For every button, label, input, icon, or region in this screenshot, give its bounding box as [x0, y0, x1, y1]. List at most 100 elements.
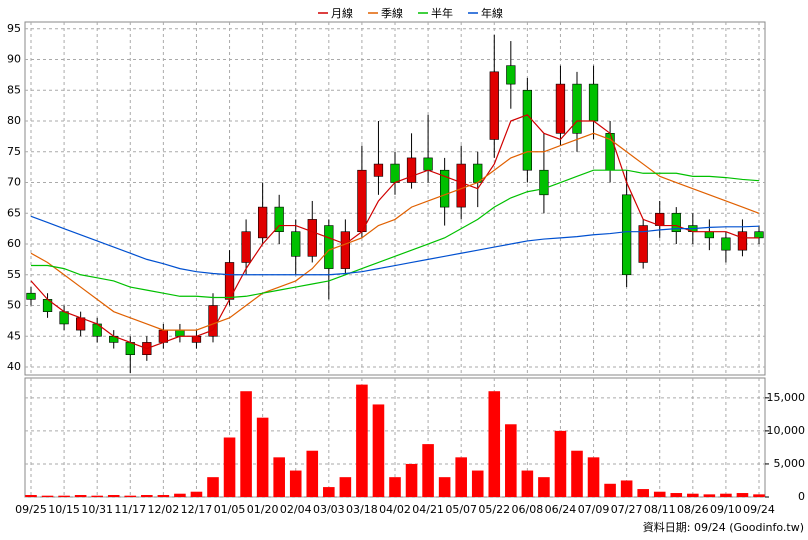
volume-bar: [223, 437, 236, 497]
candle-body: [373, 163, 384, 177]
x-tick-label: 06/08: [512, 503, 544, 516]
volume-bar: [753, 494, 765, 497]
legend-label: 季線: [381, 6, 403, 20]
y-tick-label: 70: [7, 176, 21, 189]
candle-body: [257, 206, 268, 239]
candle-body: [621, 194, 632, 276]
x-tick-label: 11/17: [114, 503, 146, 516]
candle-body: [439, 169, 450, 208]
volume-bar: [521, 470, 534, 497]
volume-bar: [372, 404, 385, 497]
volume-bar: [339, 477, 352, 497]
volume-bar: [25, 495, 37, 497]
candle-body: [655, 212, 665, 226]
x-tick-label: 09/25: [15, 503, 47, 516]
y-tick-label: 60: [7, 237, 21, 250]
candle-body: [158, 329, 169, 343]
y-tick-label: 65: [7, 206, 21, 219]
candle-body: [588, 83, 599, 122]
y-tick-label: 85: [7, 83, 21, 96]
candle-body: [456, 163, 466, 208]
volume-bar: [107, 495, 120, 497]
ma-line: [30, 132, 760, 331]
volume-tick-label: 0: [798, 490, 805, 503]
volume-bar: [306, 450, 319, 497]
x-tick-label: 12/02: [148, 503, 180, 516]
volume-bar: [174, 493, 186, 497]
candle-body: [721, 237, 731, 251]
x-tick-label: 03/18: [346, 503, 378, 516]
candle-body: [555, 83, 566, 134]
x-tick-label: 05/22: [478, 503, 510, 516]
volume-bar: [256, 417, 269, 497]
volume-bar: [488, 391, 501, 497]
volume-bar: [471, 470, 484, 497]
volume-bar: [289, 470, 302, 497]
candle-body: [26, 292, 36, 300]
volume-bar: [538, 477, 550, 497]
y-tick-label: 75: [7, 145, 21, 158]
candle-body: [704, 231, 715, 239]
x-tick-label: 02/04: [280, 503, 312, 516]
ma-line: [30, 215, 760, 276]
volume-bar: [157, 495, 170, 497]
candle-body: [291, 231, 301, 257]
x-tick-label: 08/11: [644, 503, 676, 516]
volume-bar: [389, 477, 401, 497]
volume-bar: [422, 444, 434, 497]
ma-line: [31, 169, 760, 299]
candle-body: [59, 311, 69, 325]
volume-bar: [720, 493, 732, 497]
candle-body: [539, 169, 549, 196]
volume-bar: [505, 424, 517, 497]
y-tick-label: 90: [7, 53, 21, 66]
source-note: 資料日期: 09/24 (Goodinfo.tw): [643, 520, 804, 534]
candle-body: [191, 335, 202, 343]
y-tick-label: 95: [7, 22, 21, 35]
x-tick-label: 04/21: [412, 503, 444, 516]
volume-bar: [571, 450, 583, 497]
volume-bar: [41, 495, 54, 497]
x-tick-label: 07/27: [611, 503, 643, 516]
volume-bar: [438, 477, 451, 497]
volume-bar: [190, 491, 203, 497]
volume-bar: [604, 483, 616, 497]
legend-label: 月線: [331, 6, 353, 20]
candle-body: [324, 225, 334, 269]
x-tick-label: 09/24: [743, 503, 775, 516]
x-tick-label: 12/17: [181, 503, 213, 516]
x-tick-label: 05/07: [445, 503, 477, 516]
volume-bar: [637, 489, 649, 497]
x-tick-label: 03/03: [313, 503, 345, 516]
volume-bar: [58, 495, 70, 497]
candle-body: [638, 225, 648, 263]
volume-bar: [405, 463, 418, 497]
candle-body: [406, 157, 417, 183]
candle-body: [241, 231, 251, 263]
volume-bar: [323, 487, 335, 497]
volume-bar: [670, 493, 683, 497]
volume-bar: [74, 495, 87, 497]
volume-bar: [554, 430, 567, 497]
candle-body: [307, 219, 317, 257]
volume-bar: [687, 493, 699, 497]
candle-body: [754, 231, 764, 239]
x-tick-label: 01/20: [247, 503, 279, 516]
volume-bar: [703, 494, 716, 497]
volume-bar: [356, 384, 368, 497]
y-tick-label: 55: [7, 268, 21, 281]
candle-body: [423, 157, 433, 171]
x-tick-label: 06/24: [545, 503, 577, 516]
y-tick-label: 50: [7, 299, 21, 312]
x-tick-label: 09/10: [710, 503, 742, 516]
volume-tick-label: 10,000: [767, 424, 806, 437]
candle-body: [274, 206, 284, 233]
candle-body: [75, 317, 86, 331]
candle-body: [671, 212, 681, 233]
volume-bar: [620, 480, 633, 497]
volume-tick-label: 5,000: [774, 457, 806, 470]
x-tick-label: 04/02: [379, 503, 411, 516]
x-tick-label: 07/09: [578, 503, 610, 516]
volume-bar: [207, 477, 219, 497]
